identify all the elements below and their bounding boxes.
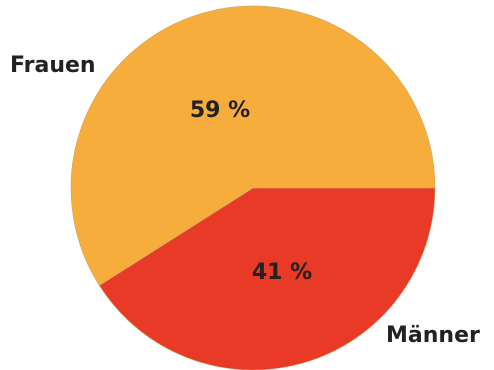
category-label-frauen: Frauen xyxy=(10,53,96,78)
category-label-maenner: Männer xyxy=(386,323,480,348)
pie-slices xyxy=(70,5,436,370)
pie-slice-frauen xyxy=(70,5,436,286)
value-label-maenner: 41 % xyxy=(252,260,312,285)
pie-slice-mnner xyxy=(98,187,436,370)
value-label-frauen: 59 % xyxy=(190,98,250,123)
